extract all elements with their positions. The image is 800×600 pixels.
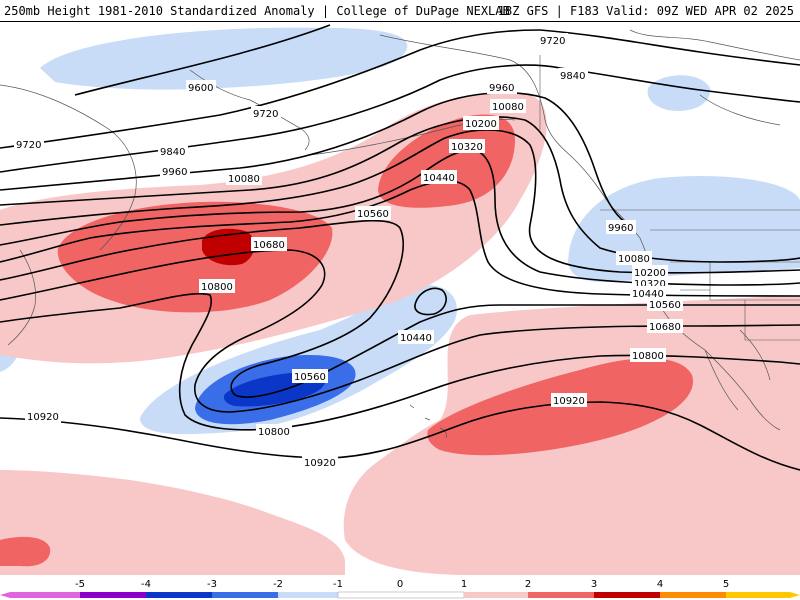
colorbar-segment-p1: [464, 592, 528, 598]
colorbar-segment-zero: [337, 591, 465, 599]
colorbar-tick-label: -3: [207, 579, 217, 590]
anomaly-neg1-area: [40, 27, 408, 90]
colorbar-tick-label: -2: [273, 579, 283, 590]
colorbar-segment-m2: [212, 592, 278, 598]
contour-9840-west: [0, 64, 561, 173]
contour-label: 9960: [489, 83, 514, 94]
colorbar-segment-m4: [80, 592, 146, 598]
contour-9840-east: [559, 67, 800, 103]
colorbar-segment-p3: [594, 592, 660, 598]
contour-label: 10200: [465, 119, 497, 130]
contour-label: 9960: [608, 223, 633, 234]
contour-label: 9600: [188, 83, 213, 94]
colorbar-segment-m1: [278, 592, 338, 598]
contour-label: 10560: [357, 209, 389, 220]
contour-label: 10560: [649, 300, 681, 311]
colorbar-segment-p5: [726, 592, 800, 598]
contour-10680: [0, 249, 800, 413]
contour-label: 10440: [400, 333, 432, 344]
contour-label: 10680: [649, 322, 681, 333]
contour-label: 10800: [632, 351, 664, 362]
contour-label: 10800: [258, 427, 290, 438]
map-header: 250mb Height 1981-2010 Standardized Anom…: [0, 0, 800, 22]
coastline-hawaii: [409, 404, 447, 439]
colorbar-segment-p2: [528, 592, 594, 598]
model-valid-time: 18Z GFS | F183 Valid: 09Z WED APR 02 202…: [497, 4, 794, 18]
coastline-japan: [7, 249, 36, 346]
contour-label: 9840: [160, 147, 185, 158]
contour-labels: 9600 9720 9720 9720 9840 9840 9960 9960 …: [14, 33, 683, 469]
contour-10200: [0, 129, 800, 274]
contour-label: 10920: [27, 412, 59, 423]
contour-label: 10440: [423, 173, 455, 184]
contour-label: 10080: [492, 102, 524, 113]
anomaly-pos2-area: [378, 114, 515, 208]
map-title: 250mb Height 1981-2010 Standardized Anom…: [4, 4, 510, 18]
colorbar-segment-p4: [660, 592, 726, 598]
anomaly-pos1-area: [0, 470, 345, 575]
anomaly-pos2-area: [0, 536, 51, 567]
contour-label: 9720: [540, 36, 565, 47]
contour-label: 10920: [553, 396, 585, 407]
colorbar-tick-label: -4: [141, 579, 151, 590]
colorbar-tick-label: 1: [461, 579, 467, 590]
contour-9720-east: [539, 29, 800, 66]
colorbar-segment-m5: [0, 592, 80, 598]
contour-label: 10920: [304, 458, 336, 469]
contour-10080: [0, 116, 800, 263]
colorbar-tick-label: -5: [75, 579, 85, 590]
anomaly-shading: [0, 27, 800, 575]
contour-label: 10440: [632, 289, 664, 300]
colorbar-tick-label: 4: [657, 579, 663, 590]
contour-label: 10560: [294, 372, 326, 383]
colorbar-tick-label: 0: [397, 579, 403, 590]
contour-10440-closed: [414, 287, 447, 316]
contour-label: 9960: [162, 167, 187, 178]
colorbar-tick-label: -1: [333, 579, 343, 590]
contour-10920: [0, 401, 800, 471]
colorbar-tick-label: 2: [525, 579, 531, 590]
colorbar-segment-m3: [146, 592, 212, 598]
contour-label: 10320: [634, 279, 666, 290]
contour-label: 10080: [228, 174, 260, 185]
colorbar-tick-label: 5: [723, 579, 729, 590]
contour-label: 10320: [451, 142, 483, 153]
contour-label: 10680: [253, 240, 285, 251]
contour-label: 9720: [253, 109, 278, 120]
coastline-canada-east: [629, 29, 800, 126]
contour-9600: [74, 24, 331, 96]
contour-9720-west: [0, 29, 541, 149]
contour-label: 9720: [16, 140, 41, 151]
contour-label: 10200: [634, 268, 666, 279]
anomaly-colorbar: -5 -4 -3 -2 -1 0 1 2 3 4 5: [0, 575, 800, 600]
contour-10560: [0, 219, 800, 398]
anomaly-pos2-area: [57, 201, 333, 313]
contour-label: 10080: [618, 254, 650, 265]
weather-map: 9600 9720 9720 9720 9840 9840 9960 9960 …: [0, 22, 800, 575]
contour-label: 9840: [560, 71, 585, 82]
colorbar-tick-label: 3: [591, 579, 597, 590]
contour-label: 10800: [201, 282, 233, 293]
